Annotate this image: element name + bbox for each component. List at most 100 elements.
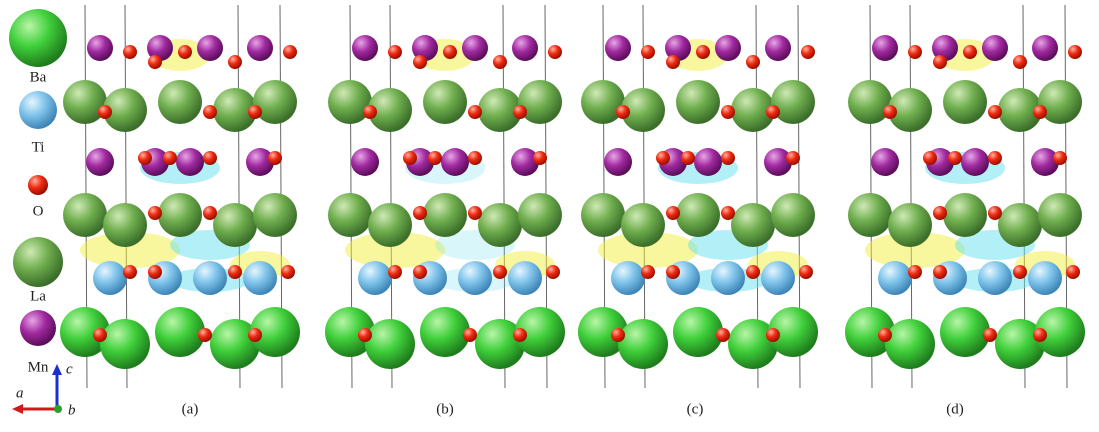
atom-la (943, 193, 987, 237)
atom-o (1066, 265, 1080, 279)
atom-o (93, 328, 107, 342)
atom-ba (100, 319, 150, 369)
atom-o (933, 265, 947, 279)
atom-o (666, 55, 680, 69)
atom-ba (155, 307, 205, 357)
atom-ti (978, 261, 1012, 295)
atom-o (138, 151, 152, 165)
atom-o (641, 45, 655, 59)
atom-ti (761, 261, 795, 295)
axis-arrow (52, 364, 62, 375)
atom-la (478, 203, 522, 247)
atom-o (1068, 45, 1082, 59)
panel-label: (c) (687, 401, 704, 417)
atom-o (766, 328, 780, 342)
atom-la (771, 80, 815, 124)
atom-mn (1032, 35, 1058, 61)
axis-arrow (12, 404, 23, 414)
atom-mn (872, 35, 898, 61)
atom-la (518, 80, 562, 124)
atom-o (681, 151, 695, 165)
atom-ti (93, 261, 127, 295)
legend-label: Mn (28, 359, 49, 375)
atom-la (998, 203, 1042, 247)
atom-mn (512, 35, 538, 61)
atom-ba (420, 307, 470, 357)
axis-label: a (16, 385, 24, 401)
atom-la (888, 203, 932, 247)
panels: (a)(b)(c)(d) (60, 5, 1085, 417)
axis-label: c (66, 361, 73, 377)
legend-label: O (33, 203, 44, 219)
atom-mn (694, 148, 722, 176)
atom-mn (247, 35, 273, 61)
atom-o (413, 55, 427, 69)
atom-o (1033, 328, 1047, 342)
atom-o (908, 265, 922, 279)
atom-o (656, 151, 670, 165)
atom-mn (982, 35, 1008, 61)
figure: Ba Ti O La Mn c a b (a)(b)(c)(d) (0, 0, 1099, 432)
atom-ba (885, 319, 935, 369)
atom-o (178, 45, 192, 59)
atom-o (801, 45, 815, 59)
atom-la (368, 203, 412, 247)
atom-o (666, 265, 680, 279)
atom-o (493, 55, 507, 69)
atom-mn (961, 148, 989, 176)
atom-la (731, 203, 775, 247)
legend-o (28, 175, 48, 195)
legend-la (13, 237, 63, 287)
atom-o (923, 151, 937, 165)
legend-mn (20, 310, 56, 346)
panel: (c) (578, 5, 818, 417)
atom-la (581, 193, 625, 237)
atom-la (328, 193, 372, 237)
atom-ti (458, 261, 492, 295)
atom-o (203, 151, 217, 165)
atom-o (548, 45, 562, 59)
panel: (d) (845, 5, 1085, 417)
atom-o (721, 151, 735, 165)
atom-ti (193, 261, 227, 295)
atom-o (883, 105, 897, 119)
atom-o (468, 105, 482, 119)
atom-ti (611, 261, 645, 295)
atom-o (878, 328, 892, 342)
atom-o (746, 265, 760, 279)
atom-o (716, 328, 730, 342)
atom-ba (365, 319, 415, 369)
atom-o (988, 105, 1002, 119)
atom-o (358, 328, 372, 342)
atom-la (158, 193, 202, 237)
atom-ti (508, 261, 542, 295)
atom-o (98, 105, 112, 119)
atom-o (443, 45, 457, 59)
atom-mn (352, 35, 378, 61)
atom-mn (351, 148, 379, 176)
atom-o (468, 206, 482, 220)
atom-ti (711, 261, 745, 295)
atom-mn (605, 35, 631, 61)
legend-ba (9, 9, 67, 67)
atom-la (63, 80, 107, 124)
atom-mn (197, 35, 223, 61)
axis-b (54, 405, 62, 413)
atom-o (616, 105, 630, 119)
atom-la (158, 80, 202, 124)
legend-ti (19, 91, 57, 129)
atom-la (328, 80, 372, 124)
atom-o (248, 328, 262, 342)
legend-label: Ba (30, 69, 47, 85)
atom-o (746, 55, 760, 69)
atom-ba (618, 319, 668, 369)
atom-la (676, 193, 720, 237)
atom-ti (878, 261, 912, 295)
atom-la (518, 193, 562, 237)
atom-la (213, 203, 257, 247)
atom-o (281, 265, 295, 279)
atom-o (123, 265, 137, 279)
atom-o (148, 206, 162, 220)
atom-la (943, 80, 987, 124)
atom-la (103, 203, 147, 247)
